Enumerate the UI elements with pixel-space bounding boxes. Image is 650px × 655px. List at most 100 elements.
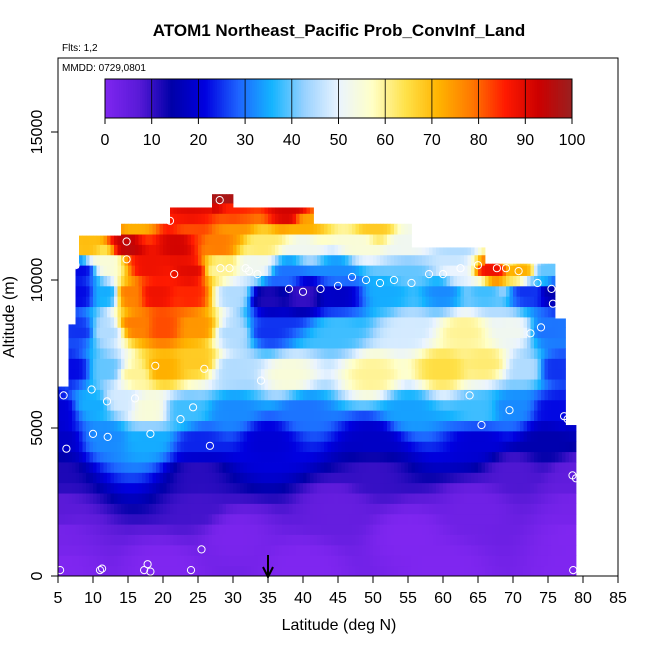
heatmap-cell <box>523 534 528 546</box>
heatmap-cell <box>275 420 279 432</box>
heatmap-cell <box>467 513 472 525</box>
heatmap-cell <box>520 565 524 577</box>
heatmap-cell <box>299 472 304 484</box>
heatmap-cell <box>485 462 489 473</box>
heatmap-cell <box>208 430 213 442</box>
heatmap-cell <box>439 555 444 567</box>
heatmap-cell <box>499 565 503 577</box>
heatmap-cell <box>117 296 122 308</box>
heatmap-cell <box>89 555 94 567</box>
heatmap-cell <box>170 441 174 453</box>
heatmap-cell <box>142 430 146 442</box>
heatmap-cell <box>450 534 454 546</box>
heatmap-cell <box>289 462 293 473</box>
heatmap-cell <box>478 358 482 370</box>
colorbar-segment <box>130 79 134 118</box>
heatmap-cell <box>464 247 468 256</box>
heatmap-cell <box>79 472 83 484</box>
heatmap-cell <box>404 337 409 349</box>
heatmap-cell <box>565 462 570 473</box>
heatmap-cell <box>110 430 115 442</box>
heatmap-cell <box>317 410 321 421</box>
heatmap-cell <box>495 399 500 411</box>
heatmap-cell <box>75 534 80 546</box>
heatmap-cell <box>334 503 339 515</box>
heatmap-cell <box>341 410 346 421</box>
heatmap-cell <box>331 348 335 359</box>
heatmap-cell <box>226 234 230 245</box>
heatmap-cell <box>166 451 171 463</box>
heatmap-cell <box>82 358 87 370</box>
heatmap-cell <box>296 544 300 556</box>
heatmap-cell <box>208 285 213 297</box>
heatmap-cell <box>128 524 132 535</box>
heatmap-cell <box>233 544 237 556</box>
heatmap-cell <box>285 285 290 297</box>
heatmap-cell <box>201 430 206 442</box>
observation-point <box>492 264 501 273</box>
heatmap-cell <box>338 223 342 235</box>
heatmap-cell <box>303 524 307 535</box>
heatmap-cell <box>194 348 199 359</box>
heatmap-cell <box>75 493 80 504</box>
heatmap-cell <box>415 524 419 535</box>
heatmap-cell <box>261 451 265 463</box>
heatmap-cell <box>128 534 132 546</box>
heatmap-cell <box>107 254 111 266</box>
heatmap-cell <box>131 327 136 339</box>
heatmap-cell <box>58 410 62 421</box>
heatmap-cell <box>474 368 479 380</box>
heatmap-cell <box>450 503 454 515</box>
heatmap-cell <box>103 296 108 308</box>
heatmap-cell <box>499 430 503 442</box>
heatmap-cell <box>506 337 510 349</box>
heatmap-cell <box>369 254 374 266</box>
heatmap-cell <box>341 223 346 235</box>
heatmap-cell <box>177 306 181 318</box>
heatmap-cell <box>474 306 479 318</box>
heatmap-cell <box>432 544 437 556</box>
heatmap-cell <box>408 524 412 535</box>
heatmap-cell <box>75 296 80 308</box>
heatmap-cell <box>226 368 230 380</box>
heatmap-cell <box>107 275 111 287</box>
heatmap-cell <box>383 399 388 411</box>
heatmap-cell <box>89 534 94 546</box>
heatmap-cell <box>68 337 73 349</box>
heatmap-cell <box>131 399 136 411</box>
heatmap-cell <box>387 285 391 297</box>
heatmap-cell <box>254 348 258 359</box>
heatmap-cell <box>96 368 101 380</box>
heatmap-cell <box>201 368 206 380</box>
heatmap-cell <box>282 544 286 556</box>
heatmap-cell <box>96 410 101 421</box>
heatmap-cell <box>453 358 458 370</box>
heatmap-cell <box>397 503 402 515</box>
heatmap-cell <box>383 482 388 494</box>
heatmap-cell <box>159 524 164 535</box>
heatmap-cell <box>327 544 332 556</box>
heatmap-cell <box>103 410 108 421</box>
heatmap-cell <box>436 441 440 453</box>
heatmap-cell <box>411 389 416 401</box>
heatmap-cell <box>236 296 241 308</box>
heatmap-cell <box>296 244 300 256</box>
heatmap-cell <box>114 493 118 504</box>
heatmap-cell <box>345 348 349 359</box>
heatmap-cell <box>471 410 475 421</box>
heatmap-cell <box>527 524 531 535</box>
heatmap-cell <box>387 399 391 411</box>
heatmap-cell <box>184 513 188 525</box>
heatmap-cell <box>446 296 451 308</box>
heatmap-cell <box>562 379 566 390</box>
heatmap-cell <box>219 451 223 463</box>
heatmap-cell <box>520 296 524 308</box>
heatmap-cell <box>366 327 370 339</box>
heatmap-cell <box>439 247 444 256</box>
heatmap-cell <box>513 462 517 473</box>
heatmap-cell <box>485 306 489 318</box>
heatmap-cell <box>492 493 496 504</box>
heatmap-cell <box>208 207 213 214</box>
heatmap-cell <box>443 327 447 339</box>
heatmap-cell <box>107 503 111 515</box>
